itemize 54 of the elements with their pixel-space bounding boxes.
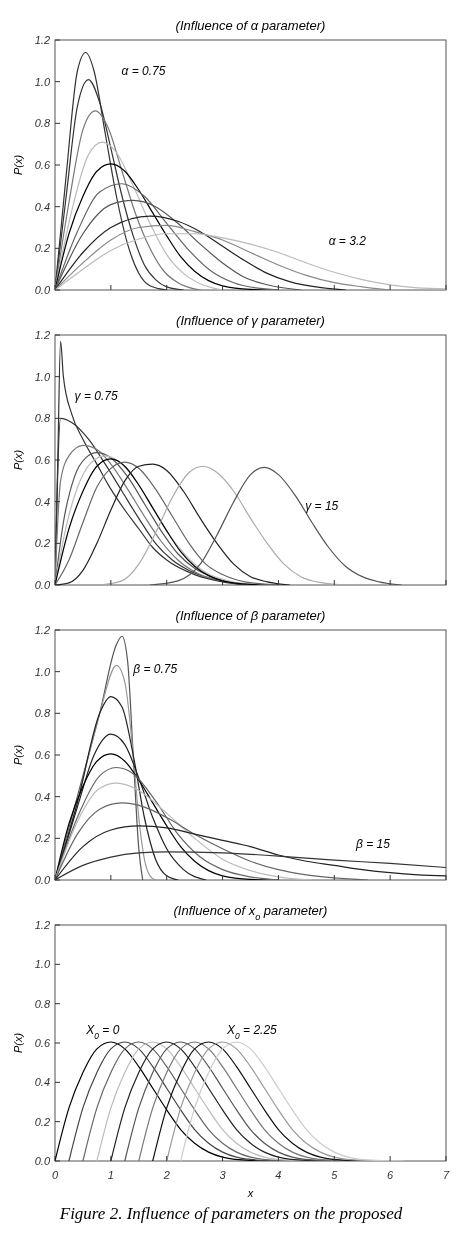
annotation: β = 15 [355, 836, 391, 851]
y-tick-label: 1.2 [34, 919, 50, 931]
annotation: γ = 15 [305, 499, 339, 513]
annotation: α = 0.75 [121, 64, 166, 78]
chart-title: (Influence of γ parameter) [176, 313, 325, 328]
y-tick-label: 0.8 [34, 997, 51, 1010]
x-tick-label: 1 [107, 1169, 114, 1181]
y-tick-label: 1.0 [34, 75, 51, 88]
y-tick-label: 0.0 [34, 284, 51, 296]
y-axis-title: P(x) [12, 744, 24, 766]
y-tick-label: 0.0 [34, 579, 51, 591]
chart-title: (Influence of x$_{o}$ parameter) [173, 903, 328, 922]
x-tick-label: 0 [51, 1169, 59, 1181]
y-tick-label: 0.8 [34, 707, 51, 720]
y-axis-title: P(x) [12, 449, 24, 471]
annotation: α = 3.2 [328, 234, 367, 248]
y-tick-label: 1.0 [34, 665, 51, 678]
x-tick-label: 2 [162, 1169, 170, 1181]
x-tick-label: 6 [387, 1169, 395, 1181]
y-axis-title: P(x) [12, 154, 24, 176]
x-tick-label: 5 [331, 1169, 339, 1181]
y-tick-label: 0.0 [34, 874, 51, 886]
y-tick-label: 1.0 [34, 958, 51, 971]
caption: Figure 2. Influence of parameters on the proposed [58, 1204, 403, 1223]
y-axis-title: P(x) [12, 1032, 24, 1054]
y-tick-label: 0.6 [34, 159, 51, 171]
y-tick-label: 1.2 [34, 34, 50, 46]
y-tick-label: 0.2 [34, 1115, 50, 1128]
chart-title: (Influence of β parameter) [175, 608, 326, 623]
y-tick-label: 0.6 [34, 749, 51, 761]
y-tick-label: 0.4 [34, 200, 50, 213]
y-tick-label: 0.8 [34, 412, 51, 425]
y-tick-label: 0.8 [34, 117, 51, 130]
y-tick-label: 0.4 [34, 495, 50, 508]
annotation: γ = 0.75 [74, 389, 118, 403]
y-tick-label: 0.2 [34, 242, 50, 255]
x-tick-label: 3 [219, 1169, 227, 1181]
y-tick-label: 1.2 [34, 624, 50, 636]
x-tick-label: 4 [275, 1169, 282, 1181]
y-tick-label: 0.4 [34, 1076, 50, 1089]
x-tick-label: 7 [442, 1169, 450, 1181]
annotation: X$_{0}$ = 0 [85, 1022, 120, 1041]
x-axis-title: x [246, 1187, 254, 1199]
y-tick-label: 1.2 [34, 329, 50, 341]
y-tick-label: 0.0 [34, 1155, 51, 1167]
y-tick-label: 0.2 [34, 832, 50, 845]
chart-title: (Influence of α parameter) [175, 18, 326, 33]
y-tick-label: 0.6 [34, 1037, 51, 1049]
annotation: X$_{0}$ = 2.25 [226, 1022, 278, 1041]
y-tick-label: 0.4 [34, 790, 50, 803]
y-tick-label: 1.0 [34, 370, 51, 383]
y-tick-label: 0.2 [34, 537, 50, 550]
y-tick-label: 0.6 [34, 454, 51, 466]
annotation: β = 0.75 [132, 661, 178, 676]
